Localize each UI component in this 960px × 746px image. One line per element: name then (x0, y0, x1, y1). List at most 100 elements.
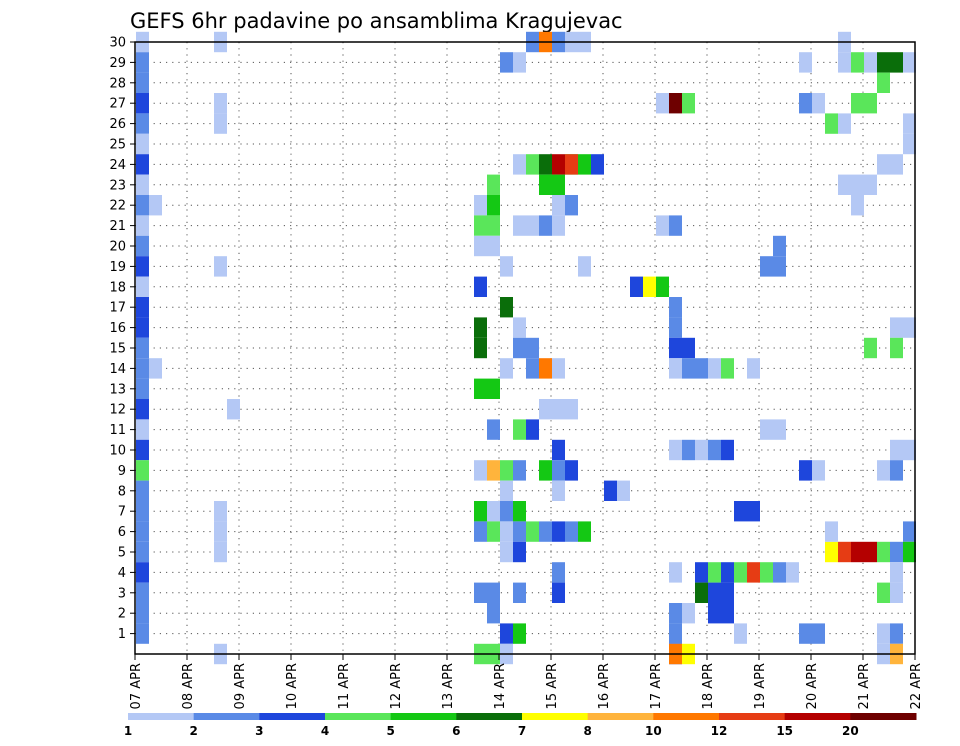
heatmap-cell (513, 501, 526, 522)
heatmap-cell (864, 541, 877, 563)
heatmap-cell (500, 460, 513, 481)
heatmap-cell (136, 460, 149, 481)
colorbar-swatch (522, 713, 589, 720)
heatmap-cell (565, 154, 578, 175)
heatmap-cell (578, 154, 591, 175)
heatmap-cell (799, 52, 812, 73)
heatmap-cell (825, 521, 838, 542)
heatmap-cell (513, 623, 526, 644)
heatmap-cell (487, 501, 500, 522)
x-tick-label: 08 APR (181, 663, 196, 709)
heatmap-cell (903, 521, 916, 542)
heatmap-cell (656, 276, 669, 297)
heatmap-cell (136, 541, 149, 563)
heatmap-cell (890, 52, 903, 73)
colorbar-label: 20 (842, 724, 859, 738)
heatmap-cell (565, 521, 578, 542)
heatmap-cell (474, 337, 487, 359)
heatmap-cell (669, 603, 682, 624)
heatmap-cell (877, 72, 890, 93)
heatmap-cell (565, 460, 578, 481)
y-tick-label: 30 (109, 36, 126, 51)
colorbar-label: 12 (711, 724, 728, 738)
colorbar-swatch (850, 713, 917, 720)
heatmap-cell (552, 195, 565, 216)
y-tick-label: 20 (109, 240, 126, 255)
heatmap-cell (513, 154, 526, 175)
colorbar-swatch (587, 713, 654, 720)
heatmap-cell (227, 399, 240, 420)
x-tick-label: 20 APR (805, 663, 820, 709)
colorbar: 1 2 3 4 5 6 7 8 10 12 15 20 (124, 713, 917, 738)
heatmap-cell (500, 501, 513, 522)
x-tick-label: 17 APR (649, 663, 664, 709)
colorbar-swatch (390, 713, 457, 720)
heatmap-cell (682, 93, 695, 114)
heatmap-cell (500, 297, 513, 318)
heatmap-cell (136, 501, 149, 522)
heatmap-cell (656, 93, 669, 114)
heatmap-cell (773, 235, 786, 257)
y-tick-label: 21 (109, 219, 126, 234)
heatmap-cell (474, 235, 487, 257)
heatmap-cell (864, 93, 877, 114)
heatmap-cell (903, 113, 916, 134)
y-tick-label: 6 (118, 525, 126, 540)
heatmap-cell (838, 541, 851, 563)
heatmap-cell (760, 562, 773, 583)
heatmap-cell (760, 419, 773, 440)
heatmap-cell (552, 358, 565, 379)
x-axis: 07 APR 08 APR 09 APR 10 APR 11 APR 12 APR 13 A… (129, 654, 924, 709)
heatmap-cell (136, 521, 149, 542)
colorbar-swatch (259, 713, 326, 720)
heatmap-cell (513, 460, 526, 481)
heatmap-cell (552, 480, 565, 501)
heatmap-cell (136, 113, 149, 134)
heatmap-cell (734, 623, 747, 644)
heatmap-cell (214, 256, 227, 277)
heatmap-cell (864, 337, 877, 359)
colorbar-swatch (456, 713, 523, 720)
y-tick-label: 29 (109, 56, 126, 71)
heatmap-cell (149, 195, 162, 216)
heatmap-cell (136, 52, 149, 73)
heatmap-cell (903, 317, 916, 338)
heatmap-cell (565, 399, 578, 420)
heatmap-cell (877, 52, 890, 73)
heatmap-cell (669, 317, 682, 338)
heatmap-cell (487, 378, 500, 399)
y-tick-label: 16 (109, 321, 126, 336)
chart-title: GEFS 6hr padavine po ansamblima Kragujev… (130, 9, 623, 33)
heatmap-cell (903, 541, 916, 563)
heatmap-cell (474, 582, 487, 603)
y-tick-label: 3 (118, 586, 126, 601)
heatmap-cell (890, 562, 903, 583)
heatmap-cell (136, 480, 149, 501)
x-tick-label: 11 APR (337, 663, 352, 709)
heatmap-cell (721, 582, 734, 603)
heatmap-cell (669, 93, 682, 114)
heatmap-cell (851, 174, 864, 195)
heatmap-cell (656, 215, 669, 236)
heatmap-cell (747, 562, 760, 583)
y-tick-label: 13 (109, 382, 126, 397)
heatmap-cell (526, 419, 539, 440)
colorbar-label: 1 (124, 724, 132, 738)
heatmap-cell (747, 358, 760, 379)
y-tick-label: 1 (118, 627, 126, 642)
colorbar-label: 10 (645, 724, 662, 738)
heatmap-cell (539, 399, 552, 420)
heatmap-cell (149, 358, 162, 379)
heatmap-cell (695, 439, 708, 461)
heatmap-cell (487, 521, 500, 542)
heatmap-cell (747, 501, 760, 522)
heatmap-cell (500, 521, 513, 542)
heatmap-cell (734, 501, 747, 522)
heatmap-cell (799, 460, 812, 481)
heatmap-cell (864, 52, 877, 73)
heatmap-cell (500, 480, 513, 501)
heatmap-cell (136, 72, 149, 93)
y-tick-label: 19 (109, 260, 126, 275)
colorbar-label: 8 (583, 724, 591, 738)
y-tick-label: 24 (109, 158, 126, 173)
